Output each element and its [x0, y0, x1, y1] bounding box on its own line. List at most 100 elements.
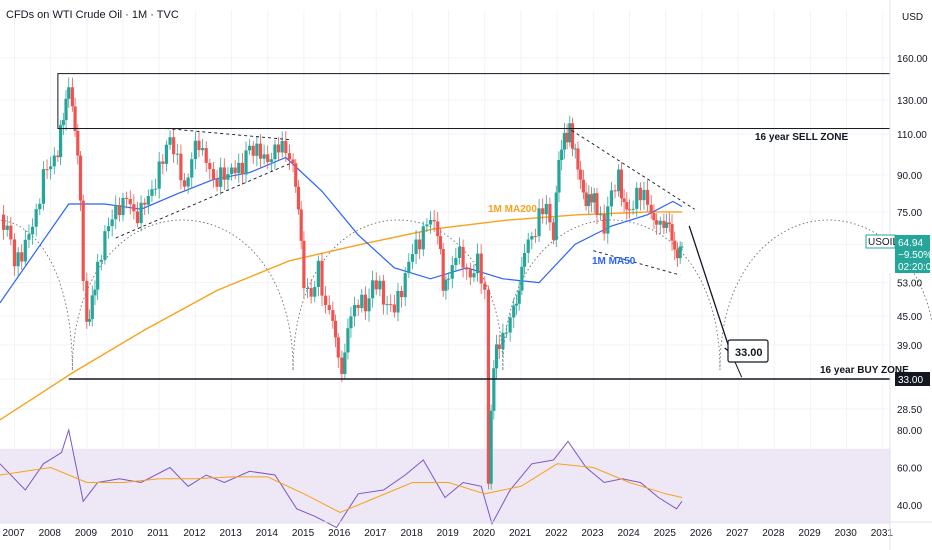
ma200-line [0, 211, 682, 421]
candle-body [579, 169, 583, 180]
candle-body [551, 222, 556, 240]
candle-body [410, 254, 415, 262]
cycle-arc [502, 219, 721, 371]
x-tick-label: 2023 [581, 528, 604, 539]
target-callout-label: 33.00 [735, 347, 763, 359]
candle-body [106, 226, 111, 232]
candle-body [121, 197, 125, 216]
candle-body [447, 278, 451, 280]
candle-body [316, 260, 320, 287]
candle-body [87, 319, 92, 322]
candle-body [49, 166, 53, 170]
candle-body [450, 265, 454, 279]
candle-body [296, 186, 301, 210]
y-tick-label: 28.50 [897, 405, 922, 416]
candle-body [568, 123, 572, 143]
candle-body [414, 239, 418, 255]
candles [2, 77, 684, 490]
candle-body [667, 222, 671, 225]
candle-body [114, 205, 118, 220]
candle-body [483, 283, 487, 290]
candle-body [313, 286, 317, 297]
candle-body [619, 169, 623, 199]
ma200-label: 1M MA200 [488, 204, 537, 215]
candle-body [573, 148, 577, 150]
cycle-arc [292, 219, 504, 371]
candle-body [613, 190, 617, 192]
candle-body [320, 260, 324, 296]
candle-body [2, 214, 6, 230]
candle-body [276, 144, 281, 153]
candle-body [280, 140, 284, 153]
candle-body [421, 226, 425, 250]
candle-body [23, 239, 27, 262]
candle-body [544, 204, 548, 215]
x-tick-label: 2015 [292, 528, 315, 539]
candle-body [638, 187, 642, 201]
rsi-band [0, 448, 890, 524]
candle-body [675, 249, 680, 259]
candle-body [468, 269, 472, 278]
candle-body [132, 204, 136, 212]
x-tick-label: 2019 [437, 528, 460, 539]
candle-body [444, 279, 448, 291]
x-tick-label: 2022 [545, 528, 568, 539]
candle-body [367, 298, 371, 312]
candle-body [374, 280, 378, 290]
candle-body [244, 150, 248, 175]
candle-body [472, 273, 476, 278]
projection-arrow [688, 225, 732, 354]
candle-body [64, 98, 68, 121]
y-tick-label: 45.00 [897, 312, 922, 323]
candle-body [150, 189, 154, 196]
candle-body [52, 155, 56, 167]
candle-body [363, 294, 368, 312]
y-tick-label: 160.00 [897, 54, 928, 65]
x-tick-label: 2018 [400, 528, 423, 539]
rsi-ma-line [0, 463, 683, 514]
candle-body [340, 357, 344, 374]
candle-body [508, 317, 512, 333]
candle-body [146, 195, 150, 205]
x-tick-label: 2028 [762, 528, 785, 539]
candle-body [125, 197, 129, 199]
grid-layer [0, 10, 890, 520]
x-tick-label: 2026 [690, 528, 713, 539]
candle-body [489, 410, 493, 484]
candle-body [517, 290, 521, 304]
candle-body [240, 162, 244, 175]
candle-body [589, 194, 594, 203]
candle-body [73, 106, 77, 131]
candle-body [128, 198, 132, 205]
candle-body [592, 193, 596, 203]
candle-body [299, 209, 303, 241]
candle-body [557, 160, 561, 193]
candle-body [237, 162, 241, 174]
x-tick-label: 2027 [726, 528, 749, 539]
rsi-tick-label: 60.00 [897, 464, 922, 475]
candle-body [399, 290, 404, 298]
x-tick-label: 2014 [256, 528, 279, 539]
candle-body [673, 240, 677, 250]
candle-body [646, 189, 650, 205]
sell-zone-label: 16 year SELL ZONE [755, 132, 849, 143]
candle-body [208, 162, 212, 170]
x-tick-label: 2031 [871, 528, 894, 539]
candle-body [182, 180, 187, 187]
candle-body [175, 153, 179, 155]
candle-body [664, 222, 669, 228]
candle-body [349, 316, 353, 329]
candle-body [287, 153, 292, 160]
candle-body [5, 225, 9, 230]
candle-body [438, 236, 443, 250]
candle-body [333, 320, 338, 338]
x-tick-label: 2017 [364, 528, 387, 539]
symbol-text: USOIL [868, 237, 898, 248]
candle-body [378, 280, 382, 290]
candle-body [78, 155, 83, 201]
candle-body [581, 179, 585, 193]
candle-body [93, 289, 97, 296]
candle-body [403, 273, 407, 298]
y-tick-label: 53.00 [897, 279, 922, 290]
